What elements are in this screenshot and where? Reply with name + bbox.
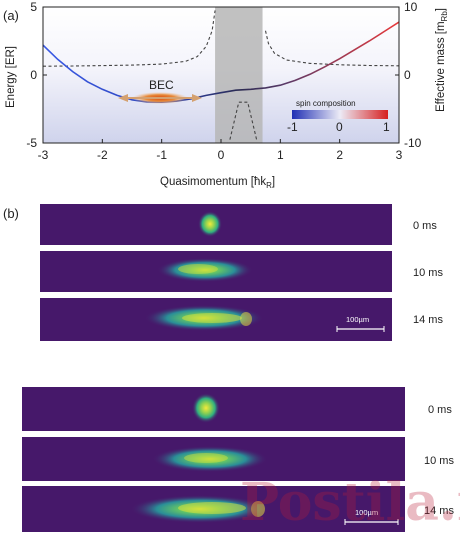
atom-cloud-core (178, 264, 218, 274)
time-label: 14 ms (413, 314, 443, 326)
time-label: 0 ms (428, 404, 452, 416)
x-tick-label: 3 (396, 148, 403, 162)
shaded-gap-region (215, 7, 263, 143)
y-axis-label: Energy [ER] (5, 46, 17, 108)
atom-cloud-edge (240, 312, 252, 326)
legend-tick-neg: -1 (287, 120, 298, 134)
x-tick-label: -1 (156, 148, 167, 162)
time-label: 10 ms (413, 267, 443, 279)
watermark-logo: Postila.ru (240, 472, 460, 533)
x-axis-label: Quasimomentum [ħkR] (160, 176, 275, 190)
x-tick-label: 1 (277, 148, 284, 162)
y-tick-label: 5 (30, 0, 37, 14)
atom-cloud (152, 446, 268, 472)
legend-tick-pos: 1 (383, 120, 390, 134)
atom-cloud-core (182, 313, 242, 323)
y2-tick-label: -10 (404, 136, 422, 150)
panel-a-label: (a) (3, 8, 19, 23)
time-label: 10 ms (424, 455, 454, 467)
scale-bar-label: 100µm (355, 508, 378, 517)
panel-b-frame-2: 100µm (40, 298, 392, 341)
legend-tick-zero: 0 (336, 120, 343, 134)
y-axis-ticks: 5 0 -5 (26, 0, 47, 150)
legend-title: spin composition (296, 99, 356, 108)
panel-c-frame-1 (22, 437, 405, 481)
x-tick-label: -2 (97, 148, 108, 162)
x-tick-label: 2 (336, 148, 343, 162)
x-tick-label: -3 (38, 148, 49, 162)
panel-c-frame-0 (22, 387, 405, 431)
panel-b-frame-0 (40, 204, 392, 245)
effective-mass-curve (43, 10, 399, 140)
legend-colorbar (292, 110, 388, 119)
atom-cloud-core (178, 502, 246, 514)
panel-b-frame-1 (40, 251, 392, 292)
y2-axis-ticks: 10 0 -10 (395, 0, 422, 150)
atom-cloud-core (184, 453, 228, 463)
atom-cloud-edge (251, 501, 265, 517)
bec-label: BEC (149, 78, 174, 92)
bec-marker (118, 92, 202, 104)
spin-composition-legend: spin composition -1 0 1 (287, 99, 390, 134)
panel-b-label: (b) (3, 206, 19, 221)
y-tick-label: -5 (26, 136, 37, 150)
y2-tick-label: 0 (404, 68, 411, 82)
atom-cloud (157, 258, 253, 282)
x-axis-ticks: -3 -2 -1 0 1 2 3 (38, 139, 403, 162)
y2-tick-label: 10 (404, 0, 418, 14)
scale-bar-label: 100µm (346, 315, 369, 324)
time-label: 14 ms (424, 505, 454, 517)
atom-cloud (192, 393, 220, 423)
y-tick-label: 0 (30, 68, 37, 82)
y2-axis-label: Effective mass [mRb] (435, 8, 449, 112)
panel-c-frame-2: 100µm (22, 486, 405, 532)
time-label: 0 ms (413, 220, 437, 232)
x-tick-label: 0 (218, 148, 225, 162)
dispersion-curve (43, 21, 399, 104)
panel-a-plot: BEC spin composition -1 0 1 -3 -2 -1 0 1 2 3 5… (26, 0, 421, 162)
atom-cloud (198, 211, 222, 237)
